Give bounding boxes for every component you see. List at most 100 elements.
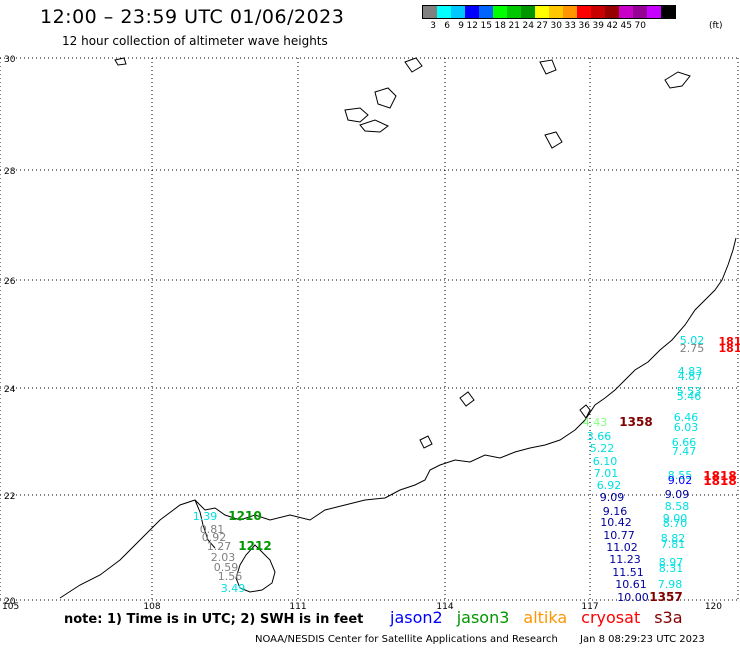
- wave-height-label: 1818: [703, 474, 736, 488]
- color-scale-swatch: [437, 6, 451, 18]
- wave-height-label: 4.87: [678, 370, 703, 383]
- map-subtitle: 12 hour collection of altimeter wave hei…: [62, 34, 328, 48]
- color-scale-label: 12: [466, 21, 478, 31]
- leizhou-coast: [194, 499, 216, 549]
- wave-height-label: 1818: [703, 469, 736, 483]
- island-north-4: [404, 57, 423, 73]
- map-title: 12:00 – 23:59 UTC 01/06/2023: [40, 6, 345, 28]
- lat-label: 28: [4, 167, 16, 177]
- wave-height-label: 1357: [649, 590, 682, 604]
- wave-height-label: 11.23: [609, 553, 641, 566]
- satellite-legend: jason2 jason3 altika cryosat s3a: [390, 608, 697, 627]
- color-scale-label: 36: [578, 21, 590, 31]
- wave-height-label: 9.00: [663, 512, 688, 525]
- wave-height-label: 5.53: [677, 385, 702, 398]
- credit-timestamp: Jan 8 08:29:23 UTC 2023: [580, 634, 705, 645]
- hainan-coastline: [235, 544, 276, 593]
- mainland-coastline: [59, 237, 737, 599]
- color-scale-swatch: [605, 6, 619, 18]
- wave-height-label: 8.97: [659, 556, 684, 569]
- color-scale-swatch: [507, 6, 521, 18]
- wave-height-label: 0.92: [202, 531, 227, 544]
- wave-height-label: 5.02: [680, 334, 705, 347]
- color-scale-swatch: [577, 6, 591, 18]
- wave-height-label: 6.66: [672, 436, 697, 449]
- island-north-3: [359, 119, 389, 133]
- lat-label: 30: [4, 55, 16, 65]
- island-coast-3: [459, 391, 475, 407]
- lon-label: 114: [436, 602, 453, 612]
- lon-label: 108: [143, 602, 160, 612]
- wave-height-label: 1.27: [207, 540, 232, 553]
- wave-height-label: 6.10: [593, 455, 618, 468]
- color-scale-label: 21: [508, 21, 520, 31]
- color-scale-swatch: [619, 6, 633, 18]
- island-coast-1: [579, 404, 591, 419]
- wave-height-label: 1.39: [193, 510, 218, 523]
- satellite-legend-item: jason3: [456, 608, 510, 627]
- island-north-8: [114, 57, 127, 66]
- color-scale-swatch: [647, 6, 661, 18]
- color-scale-swatch: [465, 6, 479, 18]
- wave-height-label: 8.70: [663, 517, 688, 530]
- wave-height-label: 6.46: [674, 411, 699, 424]
- color-scale-swatch: [563, 6, 577, 18]
- color-scale-label: 30: [550, 21, 562, 31]
- wave-height-label: 10.61: [615, 578, 647, 591]
- color-scale-label: 18: [494, 21, 506, 31]
- wave-height-label: 9.09: [600, 491, 625, 504]
- island-north-1: [344, 107, 369, 123]
- wave-height-label: 6.03: [674, 421, 699, 434]
- color-scale-swatch: [591, 6, 605, 18]
- satellite-legend-item: altika: [523, 608, 568, 627]
- color-scale-labels: 3 6 9 12 15 18 21 24 27 30 33 36 39 42 45 70: [422, 21, 676, 31]
- color-scale-swatch: [661, 6, 675, 18]
- wave-height-label: 4.83: [678, 365, 703, 378]
- color-scale-swatch: [535, 6, 549, 18]
- coastline: [59, 57, 737, 599]
- color-scale-label: 45: [620, 21, 632, 31]
- island-north-2: [374, 87, 397, 109]
- wave-height-label: 10.77: [603, 529, 635, 542]
- wave-height-label: 5.22: [590, 442, 615, 455]
- lat-label: 24: [4, 385, 16, 395]
- lat-label: 20: [4, 597, 16, 607]
- color-scale-label: 33: [564, 21, 576, 31]
- wave-height-label: 0.59: [214, 561, 239, 574]
- credit-line: NOAA/NESDIS Center for Satellite Applica…: [255, 634, 705, 645]
- wave-height-label: 5.46: [677, 390, 702, 403]
- wave-height-label: 11.51: [612, 566, 644, 579]
- color-scale-label: 70: [634, 21, 646, 31]
- island-north-5: [539, 59, 557, 75]
- color-scale-swatch: [423, 6, 437, 18]
- color-scale-boxes: [422, 5, 676, 19]
- wave-height-label: 10.42: [600, 516, 632, 529]
- wave-height-label: 7.81: [661, 538, 686, 551]
- color-scale-label: 3: [430, 21, 436, 31]
- island-north-6: [544, 131, 563, 149]
- color-scale-swatch: [633, 6, 647, 18]
- satellite-legend-item: jason2: [390, 608, 443, 627]
- wave-height-label: 7.98: [658, 578, 683, 591]
- color-scale-unit: (ft): [709, 21, 723, 31]
- wave-height-label: 7.47: [672, 445, 697, 458]
- wave-height-label: 3.49: [221, 582, 246, 595]
- lat-label: 22: [4, 492, 15, 502]
- wave-height-label: 1212: [238, 539, 271, 553]
- wave-height-label: 9.09: [665, 488, 690, 501]
- lon-label: 120: [705, 602, 722, 612]
- wave-height-label: 1210: [228, 509, 261, 523]
- wave-height-label: 1358: [619, 415, 652, 429]
- wave-height-label: 9.02: [668, 474, 693, 487]
- wave-height-label: 3.66: [587, 430, 612, 443]
- wave-height-label: 6.92: [597, 479, 622, 492]
- color-scale-label: 42: [606, 21, 618, 31]
- wave-height-label: 181: [719, 335, 740, 348]
- color-scale-label: 39: [592, 21, 604, 31]
- island-north-7: [664, 71, 691, 89]
- color-scale-label: 24: [522, 21, 534, 31]
- wave-height-label: 9.16: [603, 505, 628, 518]
- wave-height-label: 1.56: [218, 570, 243, 583]
